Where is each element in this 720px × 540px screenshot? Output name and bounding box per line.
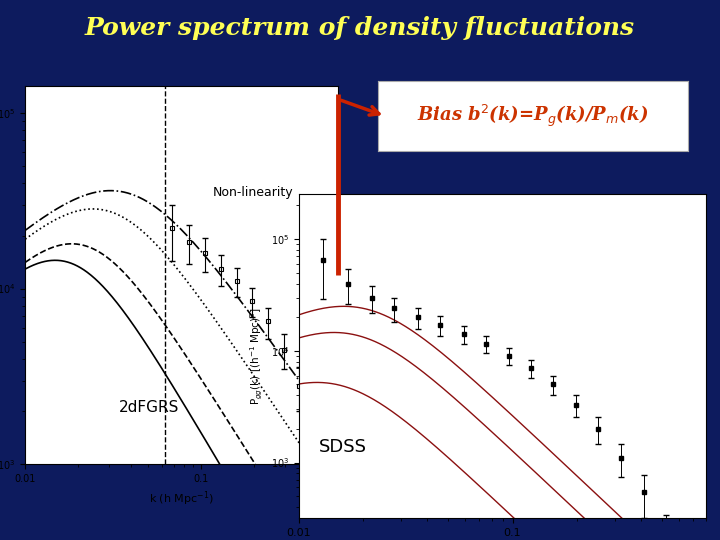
Text: 2dFGRS: 2dFGRS xyxy=(120,400,179,415)
Y-axis label: P$_{gg}$(k) [(h$^{-1}$ Mpc)$^3$]: P$_{gg}$(k) [(h$^{-1}$ Mpc)$^3$] xyxy=(249,307,265,406)
Text: SDSS: SDSS xyxy=(319,438,367,456)
Text: Bias b$^2$(k)=P$_g$(k)/P$_m$(k): Bias b$^2$(k)=P$_g$(k)/P$_m$(k) xyxy=(417,103,649,129)
X-axis label: k (h Mpc$^{-1}$): k (h Mpc$^{-1}$) xyxy=(149,490,215,508)
Text: Power spectrum of density fluctuations: Power spectrum of density fluctuations xyxy=(85,16,635,40)
Text: Non-linearity: Non-linearity xyxy=(213,186,294,199)
